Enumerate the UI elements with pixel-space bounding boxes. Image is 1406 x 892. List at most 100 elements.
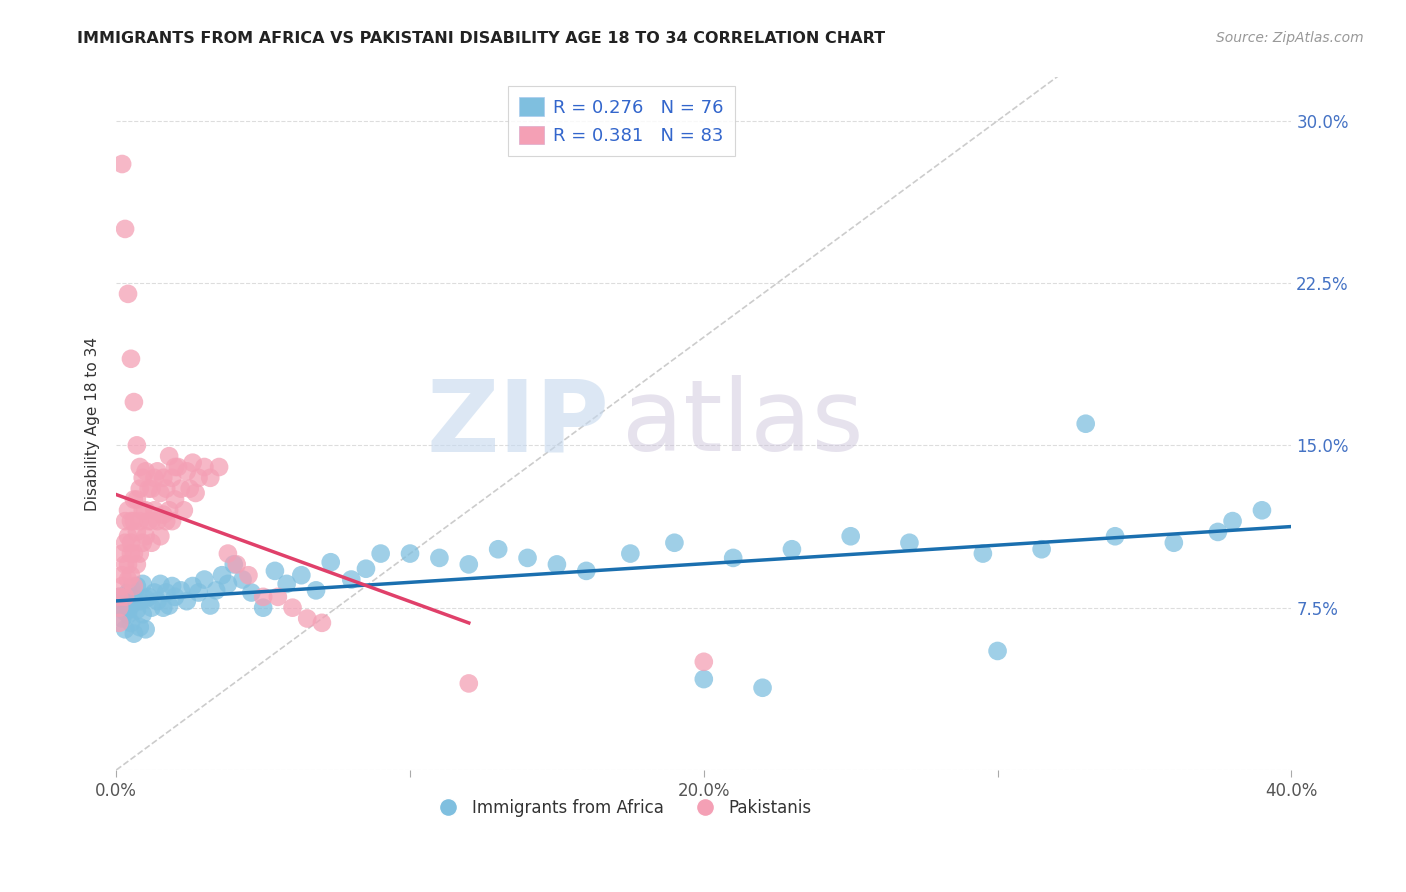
Point: [132, 577, 155, 591]
Point: [117, 573, 139, 587]
Point: [780, 542, 803, 557]
Point: [187, 585, 209, 599]
Point: [128, 594, 150, 608]
Point: [128, 620, 150, 634]
Point: [370, 547, 392, 561]
Point: [135, 623, 157, 637]
Point: [281, 600, 304, 615]
Point: [132, 471, 155, 485]
Point: [187, 471, 209, 485]
Point: [1031, 542, 1053, 557]
Point: [1104, 529, 1126, 543]
Point: [125, 438, 148, 452]
Point: [111, 579, 134, 593]
Point: [120, 599, 142, 613]
Point: [1163, 535, 1185, 549]
Point: [135, 503, 157, 517]
Point: [143, 585, 166, 599]
Y-axis label: Disability Age 18 to 34: Disability Age 18 to 34: [86, 336, 100, 511]
Point: [155, 514, 177, 528]
Point: [546, 558, 568, 572]
Point: [120, 535, 142, 549]
Point: [108, 600, 131, 615]
Point: [122, 592, 145, 607]
Point: [132, 535, 155, 549]
Text: Source: ZipAtlas.com: Source: ZipAtlas.com: [1216, 31, 1364, 45]
Point: [170, 482, 193, 496]
Point: [114, 558, 136, 572]
Point: [354, 562, 377, 576]
Point: [141, 535, 163, 549]
Point: [167, 460, 190, 475]
Point: [117, 558, 139, 572]
Point: [125, 579, 148, 593]
Point: [160, 579, 183, 593]
Text: atlas: atlas: [621, 376, 863, 472]
Point: [132, 503, 155, 517]
Point: [120, 615, 142, 630]
Point: [179, 482, 201, 496]
Point: [152, 471, 174, 485]
Point: [114, 623, 136, 637]
Point: [457, 558, 479, 572]
Point: [108, 590, 131, 604]
Point: [122, 626, 145, 640]
Point: [138, 482, 160, 496]
Point: [122, 547, 145, 561]
Point: [516, 550, 538, 565]
Point: [575, 564, 598, 578]
Point: [987, 644, 1010, 658]
Point: [141, 514, 163, 528]
Point: [128, 547, 150, 561]
Point: [149, 486, 172, 500]
Legend: Immigrants from Africa, Pakistanis: Immigrants from Africa, Pakistanis: [425, 793, 818, 824]
Point: [176, 464, 198, 478]
Point: [146, 514, 169, 528]
Point: [117, 607, 139, 622]
Point: [117, 585, 139, 599]
Point: [193, 460, 215, 475]
Point: [138, 514, 160, 528]
Point: [163, 460, 186, 475]
Point: [181, 456, 204, 470]
Point: [1206, 524, 1229, 539]
Point: [240, 585, 263, 599]
Point: [160, 471, 183, 485]
Point: [252, 590, 274, 604]
Point: [146, 594, 169, 608]
Point: [267, 590, 290, 604]
Point: [155, 482, 177, 496]
Point: [664, 535, 686, 549]
Point: [114, 514, 136, 528]
Point: [128, 482, 150, 496]
Point: [141, 600, 163, 615]
Point: [200, 599, 222, 613]
Point: [149, 577, 172, 591]
Point: [839, 529, 862, 543]
Point: [340, 573, 363, 587]
Point: [157, 503, 180, 517]
Point: [205, 583, 228, 598]
Point: [429, 550, 451, 565]
Point: [457, 676, 479, 690]
Point: [125, 492, 148, 507]
Point: [135, 529, 157, 543]
Point: [146, 464, 169, 478]
Point: [276, 577, 298, 591]
Point: [132, 607, 155, 622]
Point: [157, 599, 180, 613]
Point: [160, 514, 183, 528]
Point: [125, 524, 148, 539]
Point: [152, 508, 174, 522]
Point: [751, 681, 773, 695]
Point: [120, 581, 142, 595]
Point: [108, 615, 131, 630]
Point: [135, 592, 157, 607]
Point: [319, 555, 342, 569]
Point: [1074, 417, 1097, 431]
Point: [1222, 514, 1244, 528]
Point: [114, 222, 136, 236]
Point: [181, 579, 204, 593]
Point: [128, 460, 150, 475]
Point: [157, 449, 180, 463]
